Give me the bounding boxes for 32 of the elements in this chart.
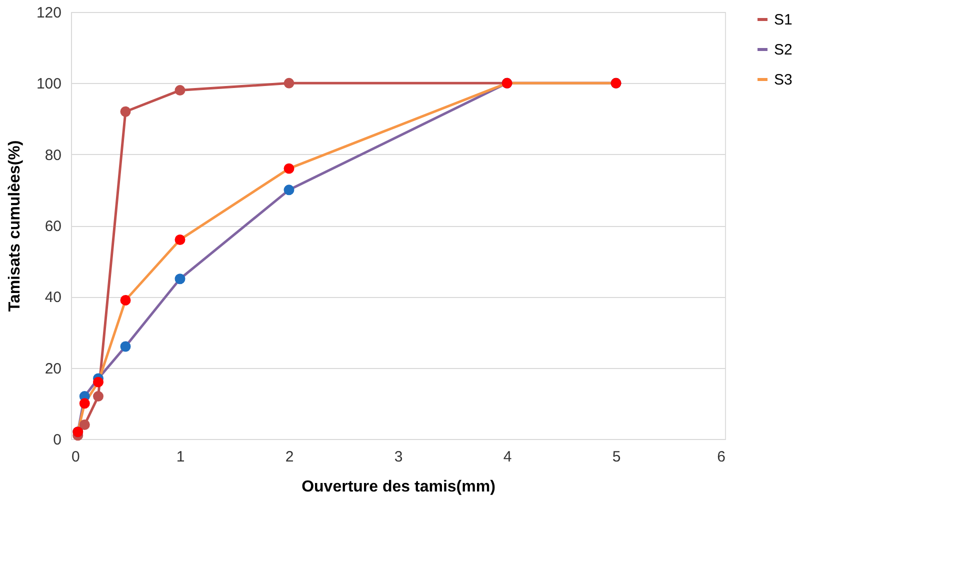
point (174, 85, 186, 96)
point (174, 234, 186, 245)
point (284, 78, 294, 88)
point (174, 274, 186, 284)
y-tick-label: 0 (53, 432, 62, 448)
y-tick-label: 40 (44, 289, 62, 306)
y-tick-label: 20 (44, 360, 62, 378)
point (284, 163, 294, 174)
y-tick-label: 100 (36, 76, 62, 93)
legend-label: S3 (774, 72, 792, 88)
legend-label: S1 (774, 12, 792, 28)
y-tick-label: 60 (44, 218, 62, 235)
x-tick-label: 6 (717, 448, 726, 466)
point (120, 106, 131, 117)
x-tick-label: 1 (176, 448, 185, 466)
x-tick-label: 4 (503, 448, 512, 466)
x-tick-label: 0 (72, 448, 80, 466)
point (79, 420, 90, 430)
y-tick-label: 80 (44, 146, 62, 164)
x-tick-label: 3 (394, 448, 403, 466)
x-tick-label: 2 (285, 448, 294, 466)
legend-label: S2 (774, 42, 792, 58)
point (93, 391, 104, 402)
y-tick-label: 120 (36, 4, 62, 22)
point (93, 376, 104, 388)
x-tick-label: 5 (612, 448, 621, 466)
point (79, 398, 90, 409)
point (120, 341, 131, 352)
x-axis-title: Ouverture des tamis(mm) (302, 478, 496, 496)
point (120, 294, 131, 306)
y-axis-title: Tamisats cumulèes(%) (6, 140, 24, 312)
point (284, 184, 294, 196)
